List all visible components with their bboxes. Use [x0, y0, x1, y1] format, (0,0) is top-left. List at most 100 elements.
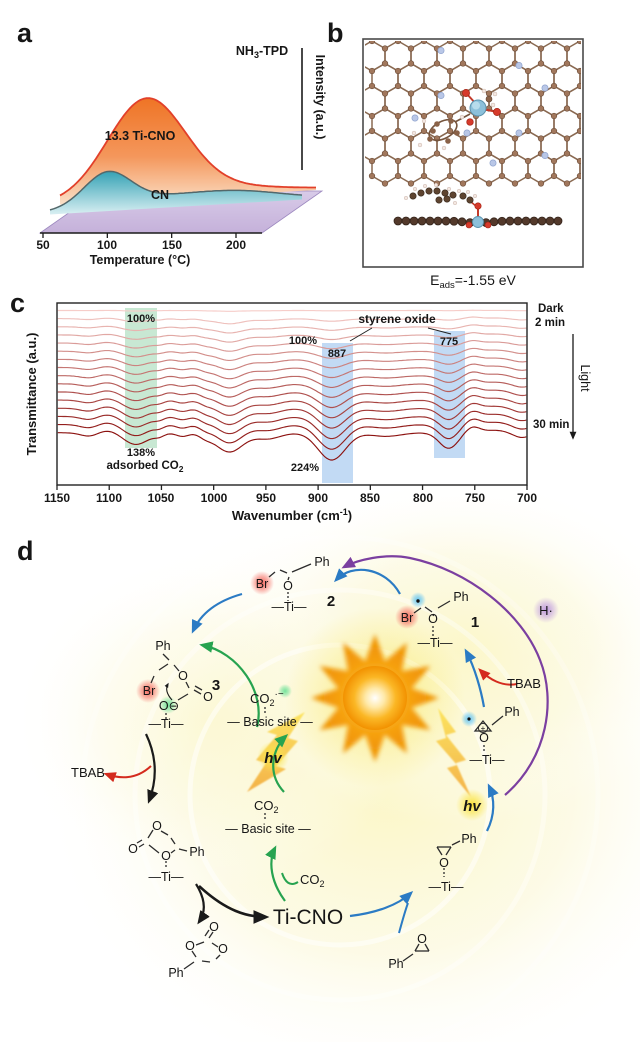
a-tick-200: 200 [226, 238, 246, 252]
ti-label: —Ti— [272, 600, 307, 614]
co2-sub: 2 [274, 805, 279, 815]
plot-frame [56, 302, 528, 486]
co2-label: CO2 [254, 798, 279, 815]
br-glow [136, 679, 160, 703]
legend-light: Light [578, 364, 592, 392]
arrow-1-to-2 [334, 568, 401, 595]
o-label: O [283, 579, 293, 593]
a-tick-100: 100 [97, 238, 117, 252]
o-label: O [218, 942, 228, 956]
ti-label: —Ti— [149, 870, 184, 884]
ph-label: Ph [155, 639, 170, 653]
hv-label: hv [463, 798, 482, 815]
o-label: O [185, 939, 195, 953]
tbab-label: TBAB [71, 765, 105, 780]
co2-main: CO [300, 872, 320, 887]
highlight-glows [136, 571, 559, 821]
h-radical-glow [533, 597, 559, 623]
co2-feed-branch [281, 872, 299, 885]
ring-closure-arrow [164, 682, 173, 701]
photoexcitation-arrow [486, 783, 499, 832]
sun-icon [285, 608, 465, 788]
panel-a-xlabel: Temperature (°C) [90, 253, 191, 267]
pink-100-pct: 100% [289, 335, 317, 347]
c-tick: 750 [465, 491, 485, 505]
o-label: O [178, 669, 188, 683]
basic-site-label: — Basic site — [227, 715, 313, 729]
hv-label: hv [264, 750, 283, 767]
o-label: O [203, 690, 213, 704]
green-band-end-pct: 138% [127, 447, 155, 459]
lightning-bolt-right-icon [436, 708, 471, 797]
blue-highlight-band-887 [322, 343, 353, 483]
adsorbed-co2-label: adsorbed CO2 [107, 460, 184, 474]
arrow-to-ticno [198, 885, 270, 924]
co2-activation-arrow [272, 734, 289, 793]
br-glow [395, 605, 419, 629]
co2-sub: 2 [270, 698, 275, 708]
panel-d-label: d [17, 536, 34, 566]
intermediate-1-label: 1 [471, 614, 479, 631]
legend-dark: Dark [538, 303, 564, 315]
hv-glow [456, 789, 488, 821]
br-label: Br [143, 684, 156, 698]
time-legend: Dark 2 min Light 30 min [533, 303, 592, 440]
ph-label: Ph [189, 845, 204, 859]
reaction-arrows [103, 555, 549, 934]
radical-dot [467, 717, 471, 721]
panel-b-label: b [327, 18, 344, 48]
panel-b-caption: Eads=-1.55 eV [430, 272, 516, 291]
co2-radical-glow [278, 684, 292, 698]
o-label: O [209, 920, 219, 934]
co2-radical-sup: ·− [275, 689, 284, 700]
br-label: Br [256, 577, 269, 591]
radical-dot [416, 599, 420, 603]
panel-c-xlabel: Wavenumber (cm-1) [232, 507, 352, 523]
title-sub: 3 [254, 50, 259, 60]
co2-feed-label: CO2 [300, 872, 325, 889]
ti-label: —Ti— [470, 753, 505, 767]
br-glow [250, 571, 274, 595]
alkoxide-glow [159, 696, 177, 714]
a-tick-150: 150 [162, 238, 182, 252]
co2-sub: 2 [320, 879, 325, 889]
oxygen-atom [462, 89, 470, 97]
h-radical-label: H· [539, 603, 553, 618]
ftir-spectra-curves [57, 309, 527, 461]
c-tick: 900 [308, 491, 328, 505]
green-band-start-pct: 100% [127, 313, 155, 325]
panel-c-label: c [10, 288, 25, 318]
arrow-2-to-3 [191, 592, 243, 634]
pointer-line-887 [349, 327, 373, 342]
co2-radical-attack-arrow [199, 641, 260, 728]
intermediate-2-label: 2 [327, 593, 335, 610]
c-tick: 1100 [96, 491, 122, 505]
product-release-arrow [195, 883, 210, 925]
ph-label: Ph [388, 957, 403, 971]
adsorbate-top-view [411, 88, 501, 151]
o-label: O [439, 856, 449, 870]
ti-cno-label: Ti-CNO [273, 906, 343, 929]
eads-sub: ads [439, 280, 455, 291]
epoxide-feed-branch [398, 902, 409, 934]
c-tick: 950 [256, 491, 276, 505]
dft-model-side-view [393, 182, 563, 229]
alkoxide-label: O⊖ [159, 699, 179, 713]
band-775-label: 775 [440, 336, 458, 348]
panel-c-ftir: c 1150 1100 1050 1000 950 900 850 800 75… [10, 288, 592, 523]
co2-main: CO [250, 691, 270, 706]
arrow-3-to-carbonate [145, 733, 159, 804]
tpd-curves [49, 97, 316, 215]
co2-adsorption-arrow [265, 845, 286, 902]
adsorbed-main: adsorbed CO [107, 460, 179, 472]
intermediate-3-label: 3 [212, 677, 220, 694]
o-label: O [152, 819, 162, 833]
title-rest: -TPD [259, 44, 288, 58]
c-tick: 1150 [44, 491, 70, 505]
ph-label: Ph [461, 832, 476, 846]
tbab-label: TBAB [507, 676, 541, 691]
title-main: NH [236, 44, 254, 58]
tbab-release-arrow [103, 765, 152, 783]
